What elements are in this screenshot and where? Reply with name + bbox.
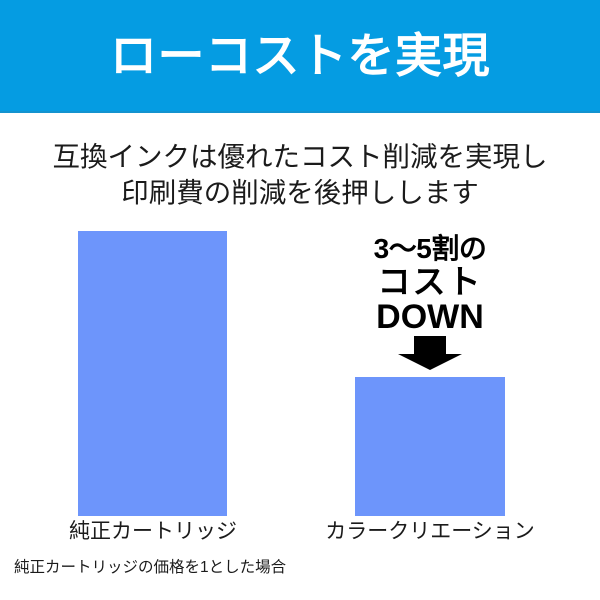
bar-original-cartridge xyxy=(78,231,227,516)
callout-cost-text: コスト xyxy=(377,263,483,300)
callout-down-text: DOWN xyxy=(376,298,484,336)
header-banner: ローコストを実現 xyxy=(0,0,600,113)
savings-callout: 3〜5割の コスト DOWN xyxy=(350,234,510,370)
arrow-down-icon xyxy=(398,336,462,370)
callout-percent-text: 3〜5割の xyxy=(373,233,487,264)
lead-line-2: 印刷費の削減を後押しします xyxy=(121,177,479,208)
page-title: ローコストを実現 xyxy=(110,29,490,82)
bar-label-original-cartridge: 純正カートリッジ xyxy=(69,520,237,543)
bar-color-creation xyxy=(355,377,505,516)
footnote: 純正カートリッジの価格を1とした場合 xyxy=(14,559,287,576)
lead-line-1: 互換インクは優れたコスト削減を実現し xyxy=(52,141,548,172)
bar-label-color-creation: カラークリエーション xyxy=(325,520,535,543)
lead-paragraph: 互換インクは優れたコスト削減を実現し 印刷費の削減を後押しします xyxy=(0,139,600,211)
